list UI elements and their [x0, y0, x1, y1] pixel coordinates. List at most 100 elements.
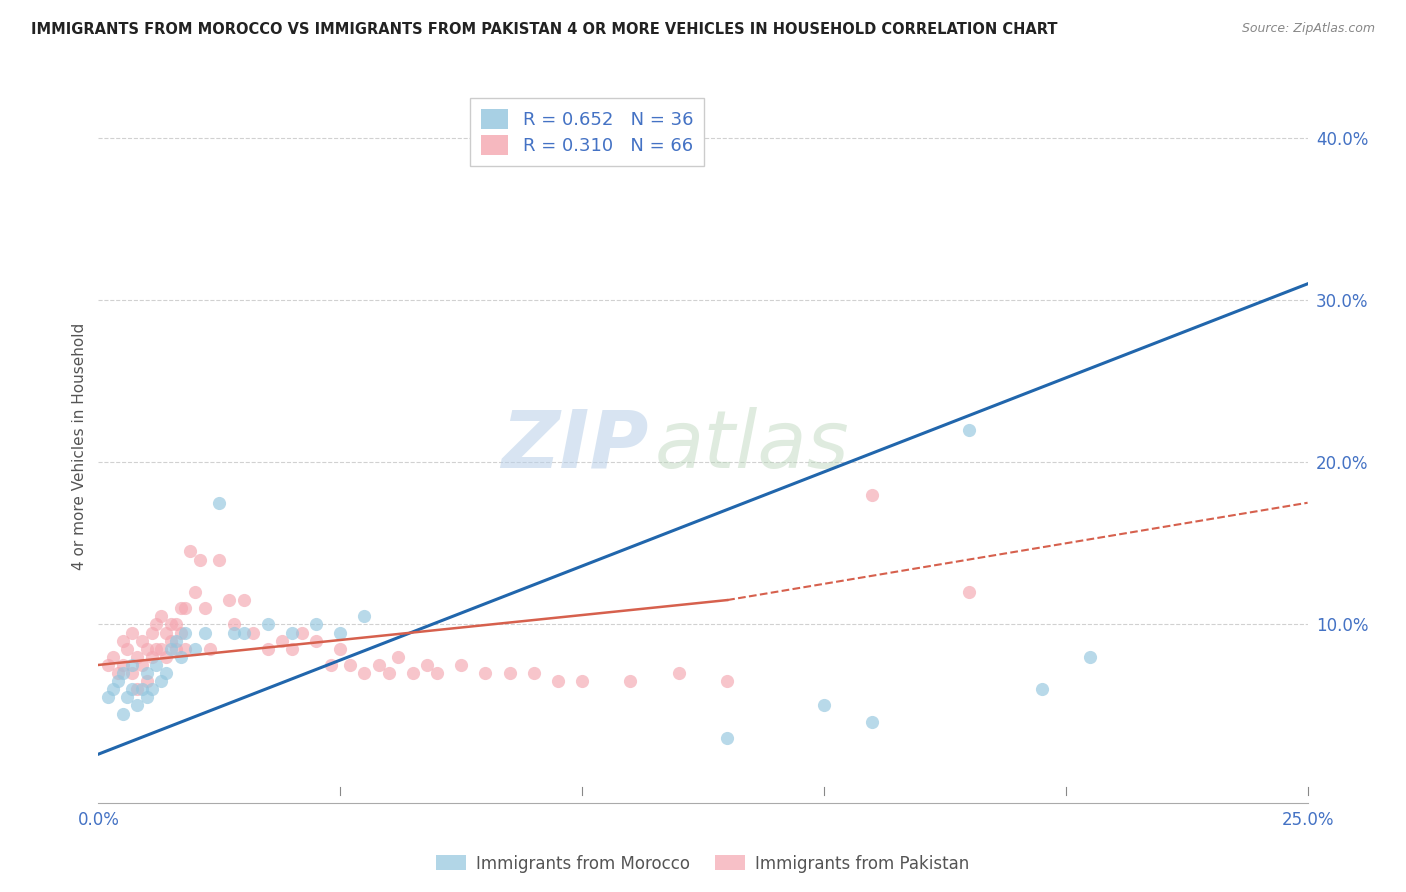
Point	[547, 674, 569, 689]
Point	[860, 488, 883, 502]
Point	[377, 666, 399, 681]
Point	[271, 633, 294, 648]
Point	[155, 666, 177, 681]
Point	[1031, 682, 1053, 697]
Point	[141, 682, 163, 697]
Point	[121, 682, 143, 697]
Point	[218, 593, 240, 607]
Point	[208, 496, 231, 510]
Point	[305, 617, 328, 632]
Point	[121, 625, 143, 640]
Point	[860, 714, 883, 729]
Text: ZIP: ZIP	[501, 407, 648, 485]
Point	[121, 657, 143, 672]
Point	[416, 657, 439, 672]
Point	[174, 641, 197, 656]
Point	[155, 649, 177, 664]
Point	[111, 633, 134, 648]
Point	[571, 674, 593, 689]
Point	[165, 641, 187, 656]
Point	[101, 682, 124, 697]
Point	[450, 657, 472, 672]
Point	[160, 617, 183, 632]
Point	[169, 649, 191, 664]
Text: Source: ZipAtlas.com: Source: ZipAtlas.com	[1241, 22, 1375, 36]
Point	[188, 552, 211, 566]
Point	[474, 666, 496, 681]
Point	[256, 617, 278, 632]
Point	[194, 625, 217, 640]
Point	[111, 706, 134, 721]
Point	[97, 657, 120, 672]
Point	[117, 690, 139, 705]
Point	[145, 617, 167, 632]
Point	[117, 641, 139, 656]
Point	[668, 666, 690, 681]
Point	[127, 649, 149, 664]
Point	[135, 666, 157, 681]
Point	[111, 657, 134, 672]
Point	[281, 625, 304, 640]
Point	[160, 641, 183, 656]
Point	[523, 666, 546, 681]
Point	[101, 649, 124, 664]
Point	[141, 649, 163, 664]
Point	[155, 625, 177, 640]
Point	[426, 666, 449, 681]
Point	[281, 641, 304, 656]
Point	[368, 657, 391, 672]
Point	[256, 641, 278, 656]
Point	[498, 666, 520, 681]
Point	[131, 633, 153, 648]
Point	[402, 666, 425, 681]
Point	[387, 649, 409, 664]
Point	[150, 641, 173, 656]
Point	[222, 617, 245, 632]
Point	[198, 641, 221, 656]
Point	[179, 544, 201, 558]
Text: IMMIGRANTS FROM MOROCCO VS IMMIGRANTS FROM PAKISTAN 4 OR MORE VEHICLES IN HOUSEH: IMMIGRANTS FROM MOROCCO VS IMMIGRANTS FR…	[31, 22, 1057, 37]
Point	[319, 657, 342, 672]
Point	[135, 690, 157, 705]
Point	[131, 682, 153, 697]
Point	[107, 666, 129, 681]
Point	[813, 698, 835, 713]
Point	[111, 666, 134, 681]
Point	[174, 601, 197, 615]
Point	[174, 625, 197, 640]
Point	[169, 601, 191, 615]
Point	[131, 657, 153, 672]
Point	[127, 682, 149, 697]
Point	[165, 633, 187, 648]
Point	[957, 585, 980, 599]
Point	[222, 625, 245, 640]
Point	[165, 617, 187, 632]
Point	[160, 633, 183, 648]
Point	[107, 674, 129, 689]
Legend: R = 0.652   N = 36, R = 0.310   N = 66: R = 0.652 N = 36, R = 0.310 N = 66	[470, 98, 704, 166]
Point	[353, 666, 375, 681]
Point	[353, 609, 375, 624]
Y-axis label: 4 or more Vehicles in Household: 4 or more Vehicles in Household	[72, 322, 87, 570]
Point	[184, 585, 207, 599]
Point	[150, 674, 173, 689]
Point	[194, 601, 217, 615]
Point	[242, 625, 264, 640]
Legend: Immigrants from Morocco, Immigrants from Pakistan: Immigrants from Morocco, Immigrants from…	[430, 848, 976, 880]
Point	[619, 674, 641, 689]
Point	[232, 593, 254, 607]
Point	[329, 641, 352, 656]
Point	[135, 641, 157, 656]
Point	[716, 674, 738, 689]
Point	[957, 423, 980, 437]
Point	[145, 657, 167, 672]
Point	[716, 731, 738, 745]
Point	[121, 666, 143, 681]
Point	[145, 641, 167, 656]
Point	[141, 625, 163, 640]
Point	[290, 625, 312, 640]
Point	[150, 609, 173, 624]
Point	[127, 698, 149, 713]
Point	[184, 641, 207, 656]
Point	[1078, 649, 1101, 664]
